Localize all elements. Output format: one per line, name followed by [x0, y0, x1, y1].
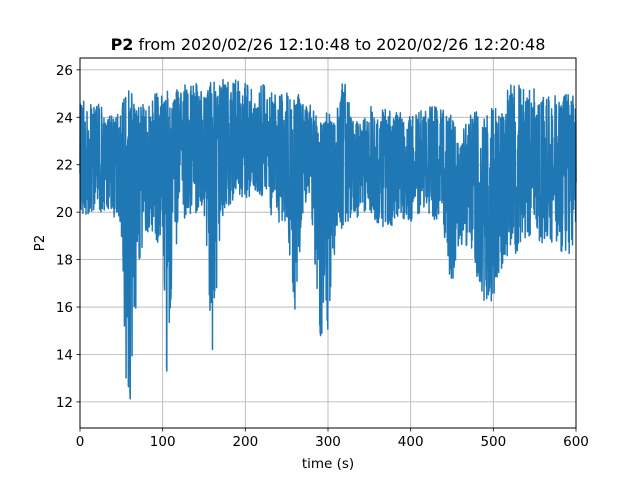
chart-title-range: from 2020/02/26 12:10:48 to 2020/02/26 1…	[133, 35, 545, 54]
y-tick-label: 16	[56, 300, 73, 316]
chart-title: P2 from 2020/02/26 12:10:48 to 2020/02/2…	[111, 35, 546, 54]
x-tick-label: 100	[150, 434, 176, 450]
y-tick-label: 12	[56, 395, 73, 411]
y-tick-label: 18	[56, 253, 73, 269]
series-p2	[79, 78, 577, 400]
x-axis-label: time (s)	[302, 456, 354, 472]
y-tick-label: 22	[56, 158, 73, 174]
x-tick-label: 400	[398, 434, 424, 450]
series-line	[79, 78, 577, 400]
x-tick-label: 200	[232, 434, 258, 450]
y-tick-label: 20	[56, 205, 73, 221]
y-tick-label: 24	[56, 110, 73, 126]
chart-title-series: P2	[111, 35, 134, 54]
x-tick-label: 0	[76, 434, 85, 450]
x-tick-label: 600	[563, 434, 589, 450]
x-tick-label: 500	[480, 434, 506, 450]
y-tick-label: 14	[56, 347, 73, 363]
axis-ticks: 0 100 200 300 400 500 600 12 14 16 18 20 22 24 26	[56, 63, 589, 450]
y-tick-label: 26	[56, 63, 73, 79]
x-tick-label: 300	[315, 434, 341, 450]
y-axis-label: P2	[32, 235, 48, 252]
